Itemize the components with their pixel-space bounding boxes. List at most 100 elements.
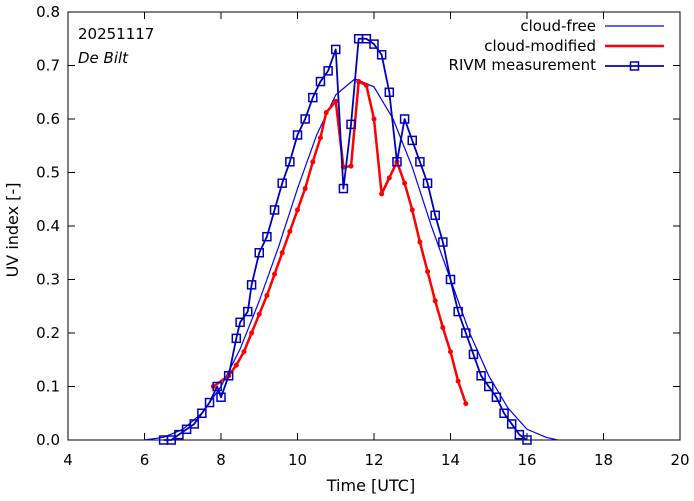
point-rivm <box>499 408 509 418</box>
axis-ticks: 4 6 8 10 12 14 16 18 20 0.0 0.1 0.2 0.3 0.4 0.5 0.6 0.7 0… <box>36 3 689 469</box>
point-rivm <box>338 183 349 194</box>
point-cloud-modified <box>287 228 293 234</box>
point-rivm <box>216 392 226 402</box>
point-rivm <box>235 317 245 328</box>
point-rivm <box>514 429 525 440</box>
point-rivm <box>376 50 387 60</box>
point-cloud-modified <box>402 180 408 186</box>
point-rivm <box>331 44 341 55</box>
point-rivm <box>181 424 192 435</box>
point-rivm <box>243 306 253 317</box>
point-rivm <box>189 419 199 429</box>
x-tick-label: 20 <box>670 451 689 469</box>
point-rivm <box>399 114 410 124</box>
point-cloud-modified <box>279 250 285 256</box>
point-cloud-modified <box>409 207 415 213</box>
point-rivm <box>166 435 177 445</box>
series-line-rivm <box>163 37 528 441</box>
series-layer <box>144 34 558 445</box>
point-rivm <box>262 231 272 242</box>
y-tick-label: 0.6 <box>36 110 60 128</box>
point-cloud-modified <box>302 186 308 192</box>
point-cloud-modified <box>310 159 316 165</box>
x-tick-label: 12 <box>364 451 383 469</box>
point-cloud-modified <box>440 325 446 331</box>
x-axis-title: Time [UTC] <box>326 476 415 495</box>
point-rivm <box>506 419 517 429</box>
point-rivm <box>269 205 280 215</box>
point-rivm <box>369 39 379 49</box>
point-cloud-modified <box>417 239 423 245</box>
point-cloud-modified <box>333 98 339 104</box>
point-cloud-modified <box>348 163 354 169</box>
x-tick-label: 6 <box>140 451 150 469</box>
plot-frame <box>67 11 681 441</box>
point-rivm <box>285 157 295 167</box>
point-rivm <box>461 328 471 338</box>
point-cloud-modified <box>363 82 369 88</box>
point-cloud-modified <box>295 207 300 213</box>
point-cloud-modified <box>356 79 362 85</box>
point-rivm <box>231 333 242 344</box>
point-cloud-modified <box>425 268 431 274</box>
point-cloud-modified <box>379 191 385 197</box>
y-tick-label: 0.2 <box>36 324 60 342</box>
point-rivm <box>346 119 356 130</box>
point-rivm <box>430 210 440 221</box>
y-tick-label: 0.3 <box>36 271 60 289</box>
y-tick-label: 0.8 <box>36 3 60 21</box>
point-cloud-modified <box>455 378 461 384</box>
x-tick-label: 8 <box>216 451 226 469</box>
point-cloud-modified <box>371 116 377 122</box>
x-tick-label: 18 <box>594 451 613 469</box>
legend-label-cloud-free: cloud-free <box>520 17 596 35</box>
point-rivm <box>254 248 264 258</box>
point-rivm <box>204 397 215 408</box>
series-line-cloud-free <box>144 78 558 441</box>
plot-border <box>67 11 681 441</box>
legend: cloud-free cloud-modified RIVM measureme… <box>449 17 664 74</box>
point-rivm <box>315 76 326 87</box>
point-rivm <box>392 157 402 167</box>
legend-label-rivm: RIVM measurement <box>449 56 597 74</box>
point-rivm <box>246 280 257 290</box>
point-rivm <box>445 274 456 285</box>
y-tick-label: 0.1 <box>36 378 60 396</box>
y-axis-title: UV index [-] <box>3 183 22 278</box>
point-rivm <box>484 381 494 392</box>
y-tick-label: 0.0 <box>36 431 60 449</box>
legend-label-cloud-modified: cloud-modified <box>484 37 596 55</box>
point-rivm <box>415 157 425 167</box>
y-tick-label: 0.7 <box>36 57 60 75</box>
x-tick-label: 14 <box>441 451 460 469</box>
y-tick-label: 0.4 <box>36 217 60 235</box>
legend-marker-rivm <box>629 61 640 71</box>
y-tick-label: 0.5 <box>36 164 60 182</box>
point-rivm <box>476 371 486 381</box>
point-rivm <box>277 178 287 188</box>
point-cloud-modified <box>241 349 247 355</box>
point-rivm <box>292 130 303 140</box>
point-rivm <box>308 92 318 103</box>
x-tick-label: 10 <box>288 451 307 469</box>
point-rivm <box>453 306 463 317</box>
point-rivm <box>422 178 433 188</box>
point-rivm <box>197 408 207 418</box>
point-rivm <box>323 66 333 76</box>
point-cloud-modified <box>463 401 469 407</box>
point-rivm <box>438 237 448 247</box>
point-cloud-modified <box>233 362 239 368</box>
x-tick-label: 16 <box>517 451 536 469</box>
location-annotation: De Bilt <box>78 49 129 67</box>
point-rivm <box>361 34 372 44</box>
point-cloud-modified <box>272 271 278 277</box>
point-rivm <box>468 349 479 360</box>
x-tick-label: 4 <box>63 451 73 469</box>
point-cloud-modified <box>323 110 329 116</box>
point-rivm <box>174 429 184 440</box>
point-cloud-modified <box>264 293 270 299</box>
point-rivm <box>491 392 502 402</box>
point-rivm <box>223 371 234 381</box>
point-cloud-modified <box>448 349 453 355</box>
